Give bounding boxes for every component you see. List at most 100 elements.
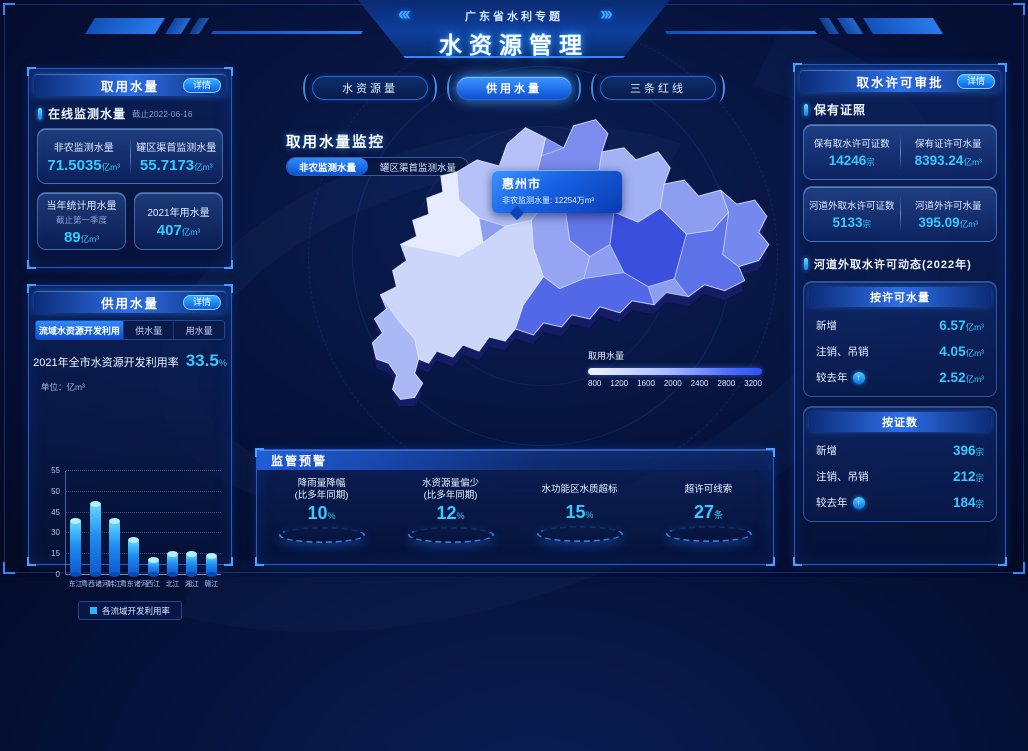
map-region-selected <box>609 207 687 288</box>
y-tick-label: 15 <box>51 549 60 559</box>
center-nav-tabs: 水资源量 供用水量 三条红线 <box>288 74 740 102</box>
y-tick-label: 45 <box>51 507 60 517</box>
subpanel-by-count: 按证数 新增 396宗 注销、吊销 212宗 较去年 ↑ 184宗 <box>803 406 997 522</box>
x-tick-label: 粤西诸河 <box>81 581 110 588</box>
as-of-date: 截止2022-06-16 <box>132 108 193 119</box>
x-tick-label: 赣江 <box>204 581 219 588</box>
row-new: 新增 396宗 <box>816 443 984 458</box>
subpanel-by-volume: 按许可水量 新增 6.57亿m³ 注销、吊销 4.05亿m³ 较去年 ↑ 2.52… <box>803 281 997 397</box>
x-tick-label: 湘江 <box>184 581 199 588</box>
bullet-icon <box>38 107 42 120</box>
arrow-up-icon: ↑ <box>852 496 865 509</box>
panel-water-permit: 取水许可审批 详情 保有证照 保有取水许可证数 14246宗 保有证许可水量 8… <box>793 63 1007 566</box>
supply-tabs: 流域水资源开发利用 供水量 用水量 <box>35 320 225 340</box>
row-cancelled: 注销、吊销 212宗 <box>816 469 984 484</box>
detail-button[interactable]: 详情 <box>182 294 221 310</box>
y-tick-label: 30 <box>51 528 60 538</box>
scale-tick: 800 <box>588 379 602 388</box>
header-banner <box>358 0 670 58</box>
online-stats-card: 非农监测水量 71.5035亿m³ 罐区渠首监测水量 55.7173亿m³ <box>37 128 223 184</box>
bar-column: 粤西诸河 <box>81 471 109 588</box>
map-color-scale: 取用水量 800 1200 1600 2000 2400 2800 3200 <box>588 351 762 388</box>
map-regions[interactable] <box>371 119 770 400</box>
warning-rainfall: 降雨量降幅 (比多年同期) 10% <box>257 478 386 545</box>
basin-bar-chart: 0 15 30 45 50 55 东江 粤西诸河 韩江 粤东诸河 西江 北江 湘江 赣江 <box>41 466 223 588</box>
bar-column: 粤东诸河 <box>120 471 148 588</box>
chart-unit-note: 单位：亿m³ <box>41 382 85 392</box>
bar <box>108 518 120 577</box>
bar-column: 西江 <box>144 471 163 588</box>
detail-button[interactable]: 详情 <box>956 73 995 89</box>
chart-gridline: 45 <box>51 508 221 517</box>
section-online-monitoring: 在线监测水量 截止2022-06-16 <box>38 105 222 122</box>
bar-column: 北江 <box>163 471 182 588</box>
scale-tick: 2400 <box>690 379 709 388</box>
map-section-title: 取用水量监控 <box>286 135 385 151</box>
utilization-rate: 2021年全市水资源开发利用率 33.5% <box>33 351 227 370</box>
bar-column: 赣江 <box>202 471 221 588</box>
tab-usage-volume[interactable]: 用水量 <box>173 321 224 339</box>
bar <box>89 501 101 577</box>
subpanel-title: 按证数 <box>809 412 991 432</box>
x-tick-label: 粤东诸河 <box>119 581 148 588</box>
pedestal-icon <box>665 526 752 542</box>
panel-supervision-warning: 监管预警 降雨量降幅 (比多年同期) 10% 水资源量偏少 (比多年同期) 12% … <box>255 448 775 566</box>
panel-title: 监管预警 <box>271 453 328 468</box>
chevrons-left-icon: ‹‹‹ <box>398 4 411 25</box>
panel-supply-usage: 供用水量 详情 流域水资源开发利用 供水量 用水量 2021年全市水资源开发利用… <box>27 284 233 620</box>
scale-tick: 1600 <box>637 379 655 388</box>
legend-swatch <box>89 607 97 614</box>
bar <box>147 557 159 577</box>
color-scale-ticks: 800 1200 1600 2000 2400 2800 3200 <box>588 379 762 388</box>
tab-three-redlines[interactable]: 三条红线 <box>591 74 725 102</box>
bar <box>128 537 140 577</box>
guangdong-map-svg[interactable] <box>306 106 784 411</box>
detail-button[interactable]: 详情 <box>182 77 221 93</box>
chart-gridline: 55 <box>51 466 221 475</box>
page-title: 水资源管理 <box>439 32 589 58</box>
chart-gridline: 0 <box>56 570 221 579</box>
tab-water-resources[interactable]: 水资源量 <box>303 74 437 102</box>
tooltip-value: 12254万m³ <box>554 196 595 205</box>
toggle-canal-head[interactable]: 罐区渠首监测水量 <box>380 162 457 174</box>
held-license-card: 保有取水许可证数 14246宗 保有证许可水量 8393.24亿m³ <box>803 124 997 180</box>
guangdong-map[interactable]: 惠州市 非农监测水量: 12254万m³ <box>306 106 784 411</box>
map-layer-toggle: 非农监测水量 罐区渠首监测水量 <box>286 157 470 176</box>
warning-permit-clues: 超许可线索 27条 <box>644 478 773 545</box>
chart-gridline: 15 <box>51 549 221 558</box>
pedestal-icon <box>536 526 623 542</box>
toggle-nonfarm[interactable]: 非农监测水量 <box>287 158 369 175</box>
y-tick-label: 0 <box>55 570 60 579</box>
section-held-licenses: 保有证照 <box>804 101 996 118</box>
tab-basin-utilization[interactable]: 流域水资源开发利用 <box>36 321 123 339</box>
bar-column: 韩江 <box>105 471 124 588</box>
x-tick-label: 西江 <box>146 581 161 588</box>
header-subtitle: 广东省水利专题 <box>465 11 563 23</box>
chevrons-right-icon: ››› <box>600 4 613 25</box>
scale-tick: 1200 <box>610 379 629 388</box>
bar <box>167 551 179 577</box>
bar <box>186 551 198 577</box>
stat-2021-usage: 2021年用水量 407亿m³ <box>134 192 223 250</box>
bar-column: 湘江 <box>182 471 201 588</box>
chart-bars: 东江 粤西诸河 韩江 粤东诸河 西江 北江 湘江 赣江 <box>66 471 221 588</box>
panel-titlebar: 取用水量 详情 <box>34 74 226 96</box>
scale-tick: 2800 <box>717 379 736 388</box>
bar-column: 东江 <box>66 471 85 588</box>
tab-supply-usage[interactable]: 供用水量 <box>447 74 581 102</box>
tooltip-label: 非农监测水量: <box>502 196 555 205</box>
bar <box>205 553 217 577</box>
panel-water-intake: 取用水量 详情 在线监测水量 截止2022-06-16 非农监测水量 71.50… <box>27 67 233 269</box>
bullet-icon <box>804 103 808 116</box>
row-new: 新增 6.57亿m³ <box>816 318 984 333</box>
tab-supply-volume[interactable]: 供水量 <box>122 321 174 339</box>
stat-canal-head: 罐区渠首监测水量 55.7173亿m³ <box>136 142 217 174</box>
out-of-river-card: 河道外取水许可证数 5133宗 河道外许可水量 395.09亿m³ <box>803 186 997 242</box>
subpanel-title: 按许可水量 <box>809 287 991 307</box>
x-tick-label: 北江 <box>165 581 180 588</box>
scale-tick: 3200 <box>744 379 762 388</box>
chart-gridline: 30 <box>51 528 221 537</box>
warning-quality-exceed: 水功能区水质超标 15% <box>515 478 644 545</box>
panel-titlebar: 供用水量 详情 <box>34 291 226 313</box>
chart-gridline: 50 <box>51 487 221 496</box>
